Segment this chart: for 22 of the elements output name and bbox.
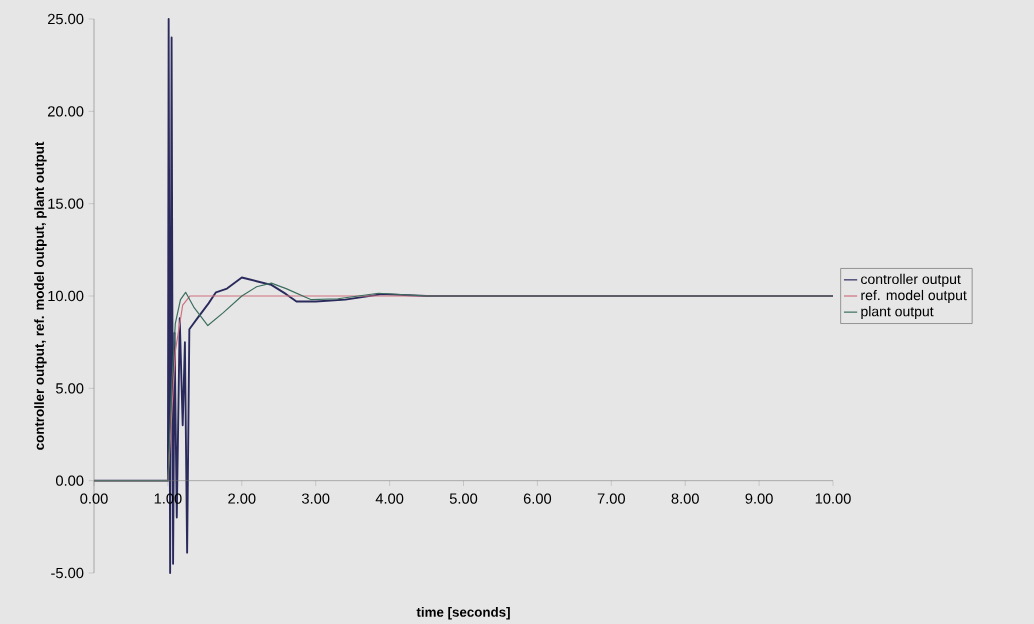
x-tick-label: 4.00 (375, 493, 404, 504)
y-tick-label: 5.00 (56, 383, 84, 394)
x-tick-label: 3.00 (302, 493, 330, 504)
y-tick-label: 20.00 (47, 106, 84, 117)
y-tick-label: 10.00 (48, 290, 84, 302)
x-tick-label: 9.00 (745, 493, 773, 504)
x-tick-label: 5.00 (449, 493, 478, 504)
x-axis-title: time [seconds] (416, 607, 510, 620)
x-tick-label: 10.00 (815, 493, 851, 504)
y-tick-label: -5.00 (51, 567, 84, 579)
y-tick-label: 0.00 (55, 475, 84, 486)
x-tick-label: 0.00 (80, 493, 108, 504)
legend-label: plant output (861, 306, 934, 320)
legend-label: controller output (861, 273, 961, 287)
y-axis-title: controller output, ref. model output, plant output (34, 141, 47, 450)
x-tick-label: 7.00 (597, 493, 625, 504)
y-tick-label: 25.00 (47, 13, 84, 25)
x-tick-label: 8.00 (671, 493, 699, 504)
x-tick-label: 6.00 (523, 493, 552, 504)
y-tick-label: 15.00 (48, 198, 84, 209)
legend-label: ref. model output (861, 289, 967, 304)
x-tick-label: 2.00 (228, 493, 256, 504)
